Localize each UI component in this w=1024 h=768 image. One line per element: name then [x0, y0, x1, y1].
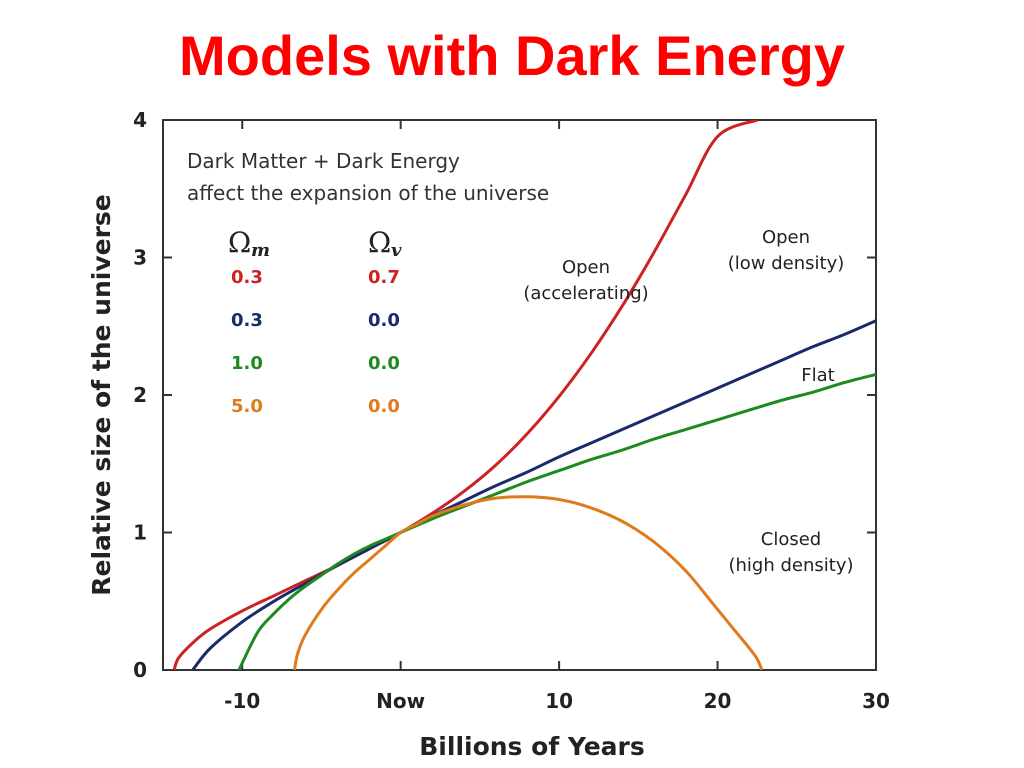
label-flat-line1: Flat: [801, 365, 834, 386]
series-flat: [237, 372, 876, 670]
svg-text:Ω: Ω: [228, 226, 251, 259]
omega-v-value: 0.0: [368, 310, 400, 331]
omega-v-subscript: v: [391, 240, 402, 261]
label-open-accelerating-line1: Open: [562, 257, 610, 278]
y-tick-label: 2: [133, 383, 147, 407]
series-open-accelerating: [172, 120, 758, 670]
y-tick-label: 4: [133, 108, 147, 132]
curve-labels: Open (accelerating) Open (low density) Flat C…: [523, 227, 853, 576]
series-open-low-density: [191, 319, 876, 670]
y-tick-label: 0: [133, 658, 147, 682]
series-closed-high-density: [293, 495, 764, 670]
omega-v-value: 0.0: [368, 396, 400, 417]
label-closed-high-density-line2: (high density): [728, 555, 853, 576]
label-closed-high-density-line1: Closed: [761, 529, 821, 550]
y-axis-title: Relative size of the universe: [87, 194, 116, 596]
omega-m-subscript: m: [251, 240, 270, 261]
label-open-accelerating-line2: (accelerating): [523, 283, 648, 304]
x-axis: -10 Now 10 20 30: [224, 120, 890, 713]
omega-m-value: 1.0: [231, 353, 263, 374]
omega-v-value: 0.7: [368, 267, 400, 288]
x-tick-label: 30: [862, 689, 890, 713]
x-axis-title: Billions of Years: [419, 732, 645, 761]
label-open-low-density-line1: Open: [762, 227, 810, 248]
x-tick-label: -10: [224, 689, 260, 713]
annotation-line2: affect the expansion of the universe: [187, 181, 549, 205]
omega-m-header: Ω m: [228, 226, 270, 261]
label-open-low-density-line2: (low density): [728, 253, 845, 274]
x-tick-label: Now: [376, 689, 425, 713]
svg-text:Ω: Ω: [368, 226, 391, 259]
omega-m-value: 5.0: [231, 396, 263, 417]
series-group: [172, 120, 876, 670]
y-tick-label: 1: [133, 521, 147, 545]
omega-m-value: 0.3: [231, 267, 263, 288]
annotation-line1: Dark Matter + Dark Energy: [187, 149, 460, 173]
omega-v-header: Ω v: [368, 226, 402, 261]
x-tick-label: 10: [545, 689, 573, 713]
omega-m-value: 0.3: [231, 310, 263, 331]
omega-v-value: 0.0: [368, 353, 400, 374]
y-axis: 0 1 2 3 4: [133, 108, 876, 682]
x-tick-label: 20: [704, 689, 732, 713]
slide-title: Models with Dark Energy: [179, 24, 845, 87]
y-tick-label: 3: [133, 246, 147, 270]
parameter-table: 0.3 0.7 0.3 0.0 1.0 0.0 5.0 0.0: [231, 267, 400, 417]
